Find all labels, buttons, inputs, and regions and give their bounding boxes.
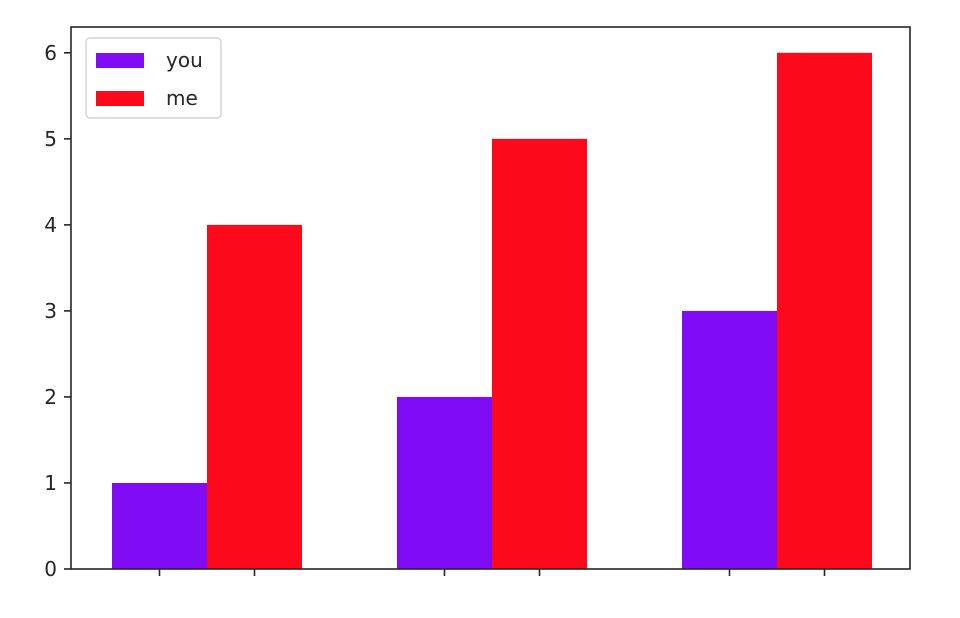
- bars-group: [112, 52, 872, 570]
- y-tick-label-0: 0: [44, 557, 57, 581]
- y-tick-label-1: 1: [44, 471, 57, 495]
- legend-label-me: me: [166, 86, 198, 110]
- bar-you-3: [682, 310, 777, 569]
- y-tick-label-3: 3: [44, 299, 57, 323]
- plot-frame: [70, 26, 911, 570]
- y-tick-label-2: 2: [44, 385, 57, 409]
- y-axis-ticks: 0 1 2 3 4 5 6: [44, 41, 71, 581]
- legend: you me: [85, 37, 222, 119]
- y-tick-label-6: 6: [44, 41, 57, 65]
- legend-swatch-you: [96, 53, 144, 68]
- bar-you-1: [112, 482, 207, 569]
- y-tick-label-4: 4: [44, 213, 57, 237]
- legend-swatch-me: [96, 91, 144, 106]
- bar-you-2: [397, 396, 492, 569]
- x-axis-ticks: [158, 569, 826, 576]
- bar-me-3: [777, 52, 872, 570]
- legend-label-you: you: [166, 48, 203, 72]
- bar-me-2: [492, 138, 587, 570]
- y-tick-label-5: 5: [44, 127, 57, 151]
- bar-me-1: [207, 224, 302, 569]
